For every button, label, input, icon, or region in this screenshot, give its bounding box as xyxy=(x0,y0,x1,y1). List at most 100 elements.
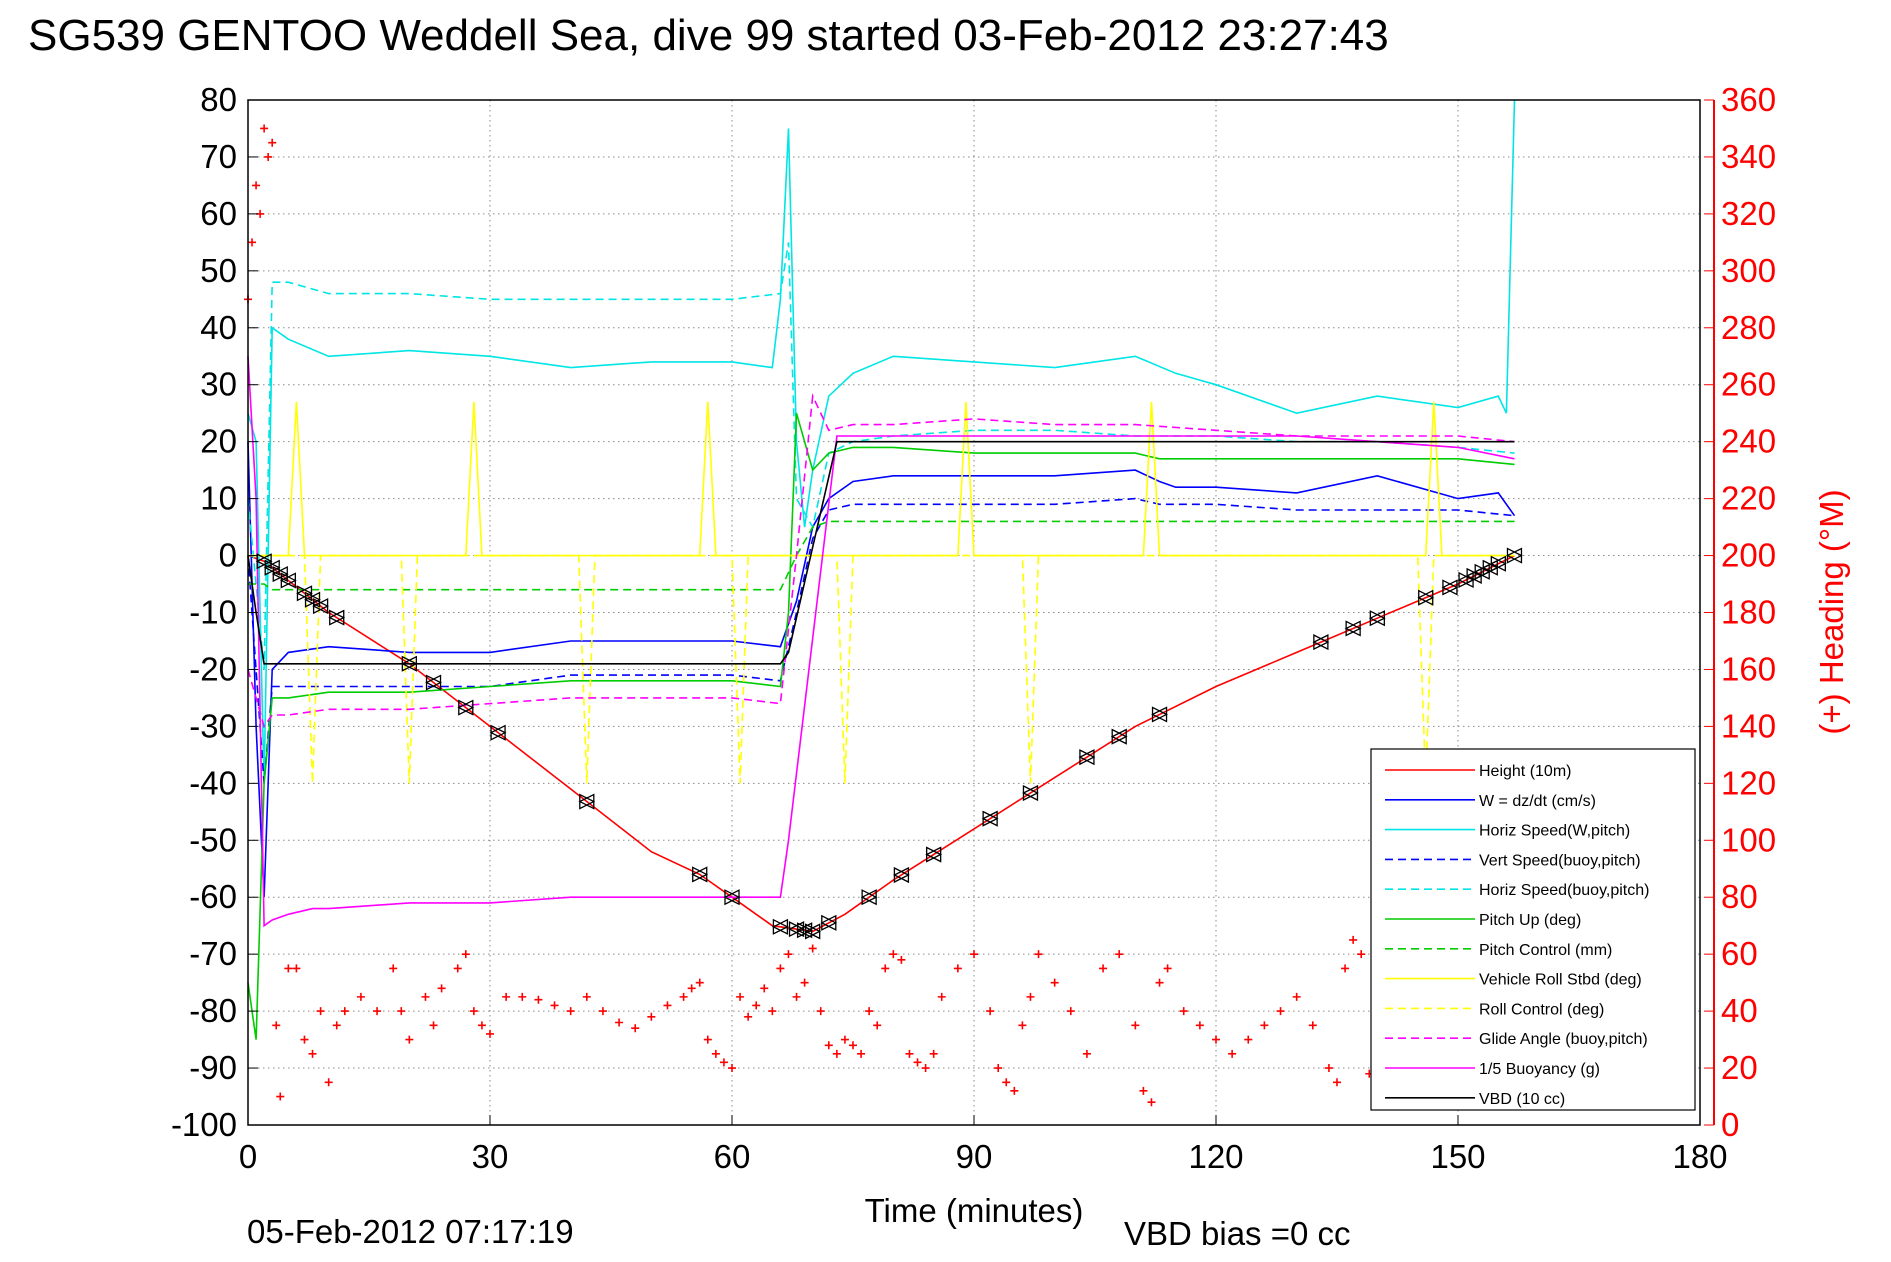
y2-tick-label: 100 xyxy=(1721,821,1776,858)
height-marker xyxy=(820,914,838,931)
y-tick-label: 30 xyxy=(200,366,237,403)
y-tick-label: -100 xyxy=(171,1106,237,1143)
y-tick-label: -70 xyxy=(189,935,237,972)
height-marker xyxy=(691,866,709,883)
heading-point xyxy=(647,1012,656,1021)
heading-point xyxy=(703,1035,712,1044)
heading-point xyxy=(1155,978,1164,987)
heading-point xyxy=(849,1041,857,1050)
y2-tick-label: 320 xyxy=(1721,195,1776,232)
x-tick-label: 120 xyxy=(1188,1138,1243,1175)
height-marker xyxy=(1312,634,1330,651)
height-marker xyxy=(489,724,507,741)
heading-point xyxy=(421,992,430,1001)
height-marker xyxy=(1506,547,1523,564)
series-vert-speed-buoy-pitch xyxy=(247,497,1515,784)
heading-point xyxy=(736,992,745,1001)
height-marker xyxy=(255,553,273,570)
height-marker xyxy=(400,655,418,672)
heading-point xyxy=(711,1049,720,1058)
heading-point xyxy=(373,1007,382,1016)
x-tick-label: 90 xyxy=(956,1138,993,1175)
heading-point xyxy=(324,1078,333,1087)
y2-tick-label: 20 xyxy=(1721,1049,1758,1086)
heading-point xyxy=(663,1001,672,1010)
heading-point xyxy=(1163,964,1172,973)
series-height-10m xyxy=(247,554,1515,933)
heading-point xyxy=(776,964,785,973)
heading-point xyxy=(437,984,446,993)
heading-point xyxy=(332,1021,341,1030)
y-tick-label: -90 xyxy=(189,1049,237,1086)
heading-point xyxy=(752,1001,761,1010)
heading-point xyxy=(1212,1035,1220,1044)
legend-label: Pitch Control (mm) xyxy=(1479,942,1612,959)
heading-point xyxy=(768,1007,777,1016)
series-horiz-speed-buoy-pitch xyxy=(247,242,1515,670)
heading-point xyxy=(905,1049,914,1058)
y-tick-label: 10 xyxy=(200,480,237,517)
series-1-5-buoyancy-g xyxy=(247,356,1515,928)
heading-point xyxy=(1115,950,1124,959)
y-tick-label: -30 xyxy=(189,707,237,744)
y-tick-label: -10 xyxy=(189,594,237,631)
heading-point xyxy=(953,964,962,973)
plot-title: SG539 GENTOO Weddell Sea, dive 99 starte… xyxy=(28,11,1389,60)
series-vbd-10-cc xyxy=(247,440,1515,665)
heading-point xyxy=(308,1049,317,1058)
heading-point xyxy=(268,138,277,147)
heading-point xyxy=(719,1058,728,1067)
heading-point xyxy=(284,964,293,973)
heading-point xyxy=(695,978,704,987)
height-marker xyxy=(1022,784,1039,802)
heading-point xyxy=(461,950,470,959)
height-marker xyxy=(1441,579,1459,596)
height-marker xyxy=(860,889,878,906)
heading-point xyxy=(429,1021,438,1030)
heading-point xyxy=(897,955,906,964)
heading-point xyxy=(598,1007,607,1016)
heading-point xyxy=(889,950,898,959)
y2-tick-label: 180 xyxy=(1721,594,1776,631)
heading-point xyxy=(784,950,793,959)
heading-point xyxy=(744,1012,753,1021)
series-roll-control-deg xyxy=(248,554,1515,784)
height-marker xyxy=(1151,706,1168,723)
y-tick-label: -60 xyxy=(189,878,237,915)
heading-point xyxy=(1228,1049,1237,1058)
legend-label: VBD (10 cc) xyxy=(1479,1091,1565,1108)
height-marker xyxy=(425,674,442,691)
height-marker xyxy=(1417,589,1435,606)
heading-point xyxy=(816,1007,825,1016)
heading-point xyxy=(929,1049,938,1058)
heading-point xyxy=(1131,1021,1140,1030)
height-marker xyxy=(796,922,814,939)
heading-point xyxy=(1260,1021,1269,1030)
footer-timestamp: 05-Feb-2012 07:17:19 xyxy=(247,1213,574,1250)
series-horiz-speed-w-pitch xyxy=(247,99,1516,784)
heading-point xyxy=(264,152,273,161)
heading-point xyxy=(986,1007,995,1016)
x-tick-label: 150 xyxy=(1430,1138,1485,1175)
height-marker xyxy=(263,559,281,576)
series-pitch-control-mm xyxy=(248,520,1515,591)
heading-point xyxy=(1244,1035,1253,1044)
x-tick-label: 180 xyxy=(1672,1138,1727,1175)
heading-point xyxy=(994,1064,1003,1073)
y2-tick-label: 340 xyxy=(1721,138,1776,175)
height-marker xyxy=(279,572,297,589)
legend-label: Height (10m) xyxy=(1479,763,1571,780)
heading-point xyxy=(1066,1007,1075,1016)
legend-label: Vehicle Roll Stbd (deg) xyxy=(1479,972,1642,989)
height-marker xyxy=(1368,610,1386,627)
heading-point xyxy=(486,1029,494,1038)
y-tick-label: 60 xyxy=(200,195,237,232)
x-tick-label: 60 xyxy=(714,1138,751,1175)
height-marker xyxy=(296,585,313,602)
heading-markers xyxy=(244,124,1374,1107)
height-marker xyxy=(892,866,910,884)
height-marker xyxy=(925,846,943,863)
heading-point xyxy=(1179,1007,1188,1016)
legend-label: Glide Angle (buoy,pitch) xyxy=(1479,1031,1648,1048)
